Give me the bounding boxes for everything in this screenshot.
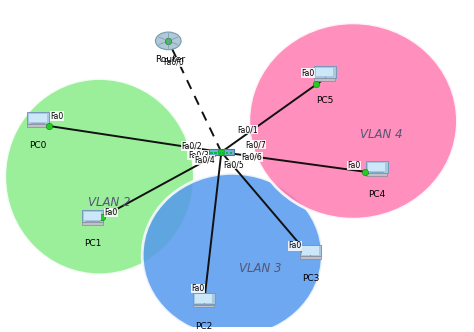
Text: Fa0: Fa0: [347, 161, 360, 170]
Text: Router: Router: [155, 55, 185, 64]
Text: VLAN 4: VLAN 4: [360, 127, 403, 141]
FancyBboxPatch shape: [314, 78, 335, 81]
FancyBboxPatch shape: [230, 152, 232, 154]
FancyBboxPatch shape: [222, 152, 225, 154]
Text: PC5: PC5: [316, 96, 333, 105]
Text: Fa0/3: Fa0/3: [188, 150, 209, 159]
FancyBboxPatch shape: [218, 152, 220, 154]
Text: PC1: PC1: [84, 239, 101, 248]
Text: Fa0/2: Fa0/2: [181, 141, 202, 150]
Text: Fa0/5: Fa0/5: [223, 160, 244, 169]
FancyBboxPatch shape: [316, 68, 333, 76]
FancyBboxPatch shape: [193, 293, 215, 304]
FancyBboxPatch shape: [209, 149, 234, 155]
Point: [361, 169, 369, 174]
FancyBboxPatch shape: [82, 210, 103, 222]
Text: Fa0/6: Fa0/6: [242, 152, 263, 161]
FancyBboxPatch shape: [300, 256, 321, 259]
FancyBboxPatch shape: [27, 112, 49, 124]
FancyBboxPatch shape: [82, 222, 103, 225]
FancyBboxPatch shape: [370, 172, 383, 174]
Point: [201, 294, 209, 299]
FancyBboxPatch shape: [27, 124, 48, 126]
FancyBboxPatch shape: [84, 212, 101, 220]
Text: Fa0: Fa0: [301, 69, 314, 78]
Point: [164, 38, 172, 43]
Text: Fa0/4: Fa0/4: [194, 156, 215, 165]
Point: [313, 82, 320, 87]
FancyBboxPatch shape: [302, 246, 319, 255]
Point: [46, 124, 53, 129]
Ellipse shape: [249, 23, 457, 219]
Text: PC0: PC0: [29, 141, 46, 150]
FancyBboxPatch shape: [366, 161, 388, 173]
FancyBboxPatch shape: [226, 152, 228, 154]
Text: Fa0/0: Fa0/0: [163, 58, 184, 67]
Text: Fa0: Fa0: [288, 241, 301, 250]
FancyBboxPatch shape: [31, 123, 45, 124]
Point: [301, 247, 308, 252]
FancyBboxPatch shape: [314, 66, 336, 78]
Point: [98, 215, 106, 220]
Text: Fa0: Fa0: [104, 208, 118, 217]
Ellipse shape: [142, 173, 322, 332]
Text: PC2: PC2: [195, 322, 212, 331]
FancyBboxPatch shape: [86, 221, 99, 223]
FancyBboxPatch shape: [318, 78, 331, 79]
FancyBboxPatch shape: [368, 163, 385, 171]
Text: Fa0: Fa0: [51, 112, 64, 121]
Text: PC4: PC4: [368, 190, 385, 200]
FancyBboxPatch shape: [193, 304, 214, 307]
Text: Fa0/7: Fa0/7: [245, 140, 266, 149]
FancyBboxPatch shape: [29, 114, 46, 122]
FancyBboxPatch shape: [304, 256, 317, 257]
FancyBboxPatch shape: [300, 245, 321, 256]
FancyBboxPatch shape: [214, 152, 217, 154]
FancyBboxPatch shape: [197, 304, 210, 305]
Text: Fa0: Fa0: [191, 284, 205, 293]
Text: VLAN 2: VLAN 2: [88, 196, 130, 209]
Point: [218, 149, 225, 155]
Ellipse shape: [5, 78, 194, 275]
Text: PC3: PC3: [302, 274, 319, 283]
FancyBboxPatch shape: [195, 294, 212, 302]
Text: Fa0/1: Fa0/1: [237, 125, 258, 134]
Circle shape: [155, 32, 181, 50]
FancyBboxPatch shape: [210, 152, 213, 154]
Point: [164, 38, 172, 43]
Text: VLAN 3: VLAN 3: [239, 262, 282, 275]
FancyBboxPatch shape: [366, 173, 387, 176]
